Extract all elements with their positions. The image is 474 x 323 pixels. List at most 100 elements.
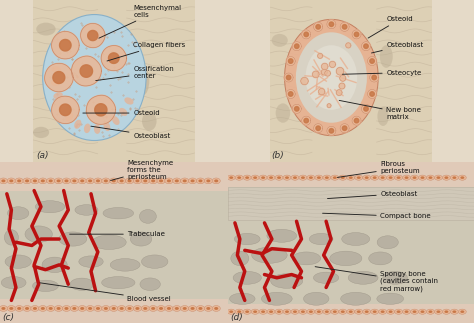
Circle shape (159, 307, 163, 310)
FancyBboxPatch shape (0, 162, 228, 191)
Circle shape (460, 310, 465, 313)
Circle shape (291, 175, 299, 180)
Circle shape (0, 178, 8, 184)
Circle shape (458, 309, 466, 314)
Circle shape (307, 309, 315, 314)
Polygon shape (88, 30, 98, 41)
Circle shape (427, 175, 434, 180)
Circle shape (17, 307, 21, 310)
Ellipse shape (130, 232, 152, 246)
Polygon shape (294, 107, 299, 111)
Polygon shape (336, 68, 344, 75)
Ellipse shape (141, 255, 168, 268)
Circle shape (309, 176, 313, 179)
Text: (d): (d) (230, 313, 243, 322)
Circle shape (78, 306, 86, 311)
FancyBboxPatch shape (270, 0, 431, 162)
Circle shape (128, 180, 132, 182)
Circle shape (229, 176, 233, 179)
Circle shape (277, 310, 281, 313)
FancyBboxPatch shape (0, 299, 228, 323)
Circle shape (86, 306, 94, 311)
Ellipse shape (110, 258, 140, 271)
Circle shape (452, 176, 456, 179)
Polygon shape (314, 124, 323, 133)
Ellipse shape (231, 251, 249, 266)
Circle shape (331, 175, 339, 180)
Circle shape (285, 310, 289, 313)
Ellipse shape (119, 108, 128, 116)
Circle shape (112, 307, 116, 310)
Circle shape (387, 175, 394, 180)
Polygon shape (302, 116, 311, 125)
Polygon shape (362, 104, 371, 113)
Ellipse shape (36, 23, 55, 36)
Ellipse shape (92, 235, 126, 249)
Circle shape (339, 175, 347, 180)
Circle shape (23, 178, 31, 184)
Circle shape (64, 307, 69, 310)
Circle shape (199, 307, 202, 310)
Circle shape (136, 307, 139, 310)
Circle shape (133, 178, 142, 184)
Circle shape (323, 309, 331, 314)
Circle shape (64, 180, 69, 182)
Circle shape (309, 310, 313, 313)
Ellipse shape (380, 45, 393, 68)
Ellipse shape (383, 271, 408, 284)
Circle shape (78, 178, 86, 184)
Circle shape (118, 306, 126, 311)
Polygon shape (95, 104, 107, 116)
Circle shape (39, 178, 47, 184)
Circle shape (450, 309, 458, 314)
Text: Blood vessel: Blood vessel (40, 283, 171, 302)
Circle shape (293, 310, 297, 313)
Text: Collagen fibers: Collagen fibers (107, 42, 185, 61)
Circle shape (181, 178, 189, 184)
Circle shape (1, 180, 6, 182)
Circle shape (23, 306, 31, 311)
Circle shape (410, 309, 419, 314)
Circle shape (339, 309, 347, 314)
Circle shape (206, 307, 210, 310)
Circle shape (157, 178, 165, 184)
Polygon shape (312, 71, 319, 78)
Circle shape (149, 178, 157, 184)
Circle shape (275, 175, 283, 180)
Polygon shape (327, 104, 331, 108)
Circle shape (80, 180, 84, 182)
Ellipse shape (140, 278, 160, 291)
Text: Osteoid: Osteoid (368, 16, 413, 38)
Circle shape (182, 180, 187, 182)
Circle shape (357, 310, 361, 313)
Circle shape (245, 310, 249, 313)
Circle shape (299, 309, 307, 314)
Polygon shape (321, 69, 327, 75)
Ellipse shape (377, 293, 403, 304)
Polygon shape (292, 104, 301, 113)
Circle shape (46, 178, 55, 184)
Circle shape (141, 306, 149, 311)
Circle shape (405, 310, 409, 313)
Circle shape (420, 310, 424, 313)
Ellipse shape (79, 256, 103, 267)
Circle shape (63, 306, 71, 311)
Text: Osteoblast: Osteoblast (91, 126, 170, 139)
Text: New bone
matrix: New bone matrix (339, 100, 421, 120)
Ellipse shape (330, 251, 362, 266)
Circle shape (151, 180, 155, 182)
Circle shape (133, 306, 142, 311)
Circle shape (458, 175, 466, 180)
Text: Compact bone: Compact bone (323, 213, 431, 219)
Polygon shape (352, 116, 361, 125)
Circle shape (157, 306, 165, 311)
Polygon shape (370, 73, 379, 82)
Circle shape (379, 175, 387, 180)
Ellipse shape (229, 293, 255, 304)
Circle shape (96, 180, 100, 182)
Circle shape (419, 309, 427, 314)
Circle shape (402, 175, 410, 180)
Circle shape (141, 178, 149, 184)
Polygon shape (81, 24, 105, 48)
Polygon shape (340, 22, 349, 31)
